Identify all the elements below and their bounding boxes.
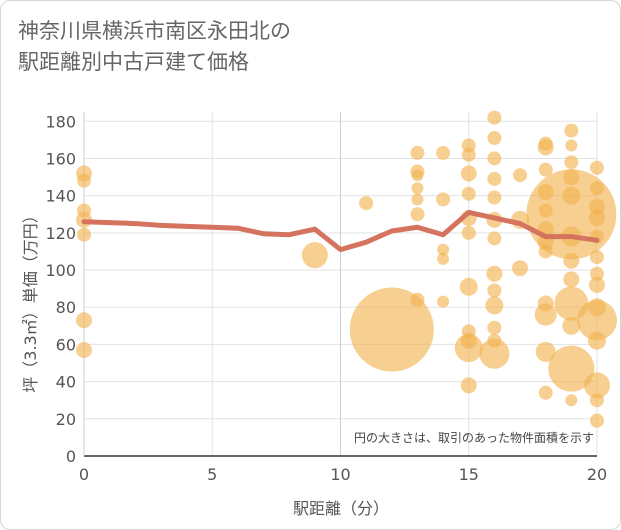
bubble-53 bbox=[538, 203, 553, 218]
bubble-24 bbox=[460, 165, 477, 182]
bubble-72 bbox=[548, 345, 595, 392]
bubble-60 bbox=[538, 385, 553, 400]
bubble-20 bbox=[437, 252, 450, 265]
chart-title-line2: 駅距離別中古戸建て価格 bbox=[18, 50, 249, 74]
bubble-25 bbox=[461, 186, 476, 201]
bubble-4 bbox=[77, 227, 91, 242]
bubble-16 bbox=[410, 292, 425, 307]
bubble-68 bbox=[563, 252, 580, 269]
bubble-77 bbox=[589, 209, 605, 226]
bubble-39 bbox=[487, 231, 502, 246]
bubble-87 bbox=[590, 413, 604, 428]
bubble-size-note: 円の大きさは、取引のあった物件面積を示す bbox=[354, 430, 594, 445]
y-tick-label-8: 160 bbox=[45, 149, 76, 168]
bubble-27 bbox=[461, 225, 476, 240]
bubble-44 bbox=[487, 333, 502, 348]
bubble-76 bbox=[589, 198, 605, 215]
bubble-79 bbox=[590, 250, 604, 265]
bubble-34 bbox=[487, 131, 502, 146]
chart-title: 神奈川県横浜市南区永田北の 駅距離別中古戸建て価格 bbox=[18, 16, 291, 78]
x-tick-label-4: 20 bbox=[587, 465, 607, 484]
bubble-35 bbox=[487, 151, 502, 166]
bubble-70 bbox=[554, 286, 589, 321]
bubble-42 bbox=[485, 296, 504, 315]
grid bbox=[83, 112, 598, 457]
bubble-69 bbox=[563, 271, 580, 288]
y-tick-label-6: 120 bbox=[45, 224, 76, 243]
x-axis-label: 駅距離（分） bbox=[293, 499, 389, 518]
bubble-43 bbox=[487, 320, 502, 335]
bubble-52 bbox=[537, 183, 554, 200]
x-tick-label-2: 10 bbox=[330, 465, 350, 484]
bubble-65 bbox=[562, 186, 581, 205]
bubble-29 bbox=[461, 324, 476, 339]
x-tick-label-3: 15 bbox=[459, 465, 479, 484]
x-tick-label-1: 5 bbox=[207, 465, 217, 484]
y-tick-label-9: 180 bbox=[45, 112, 76, 131]
bubble-46 bbox=[513, 168, 528, 183]
bubble-19 bbox=[437, 243, 450, 256]
bubble-18 bbox=[436, 192, 451, 207]
bubble-6 bbox=[76, 342, 92, 359]
bubble-63 bbox=[564, 155, 579, 170]
y-tick-label-0: 0 bbox=[66, 447, 76, 466]
bubble-13 bbox=[411, 182, 424, 195]
y-tick-label-5: 100 bbox=[45, 261, 76, 280]
bubble-59 bbox=[535, 341, 556, 362]
bubble-80 bbox=[590, 266, 604, 281]
bubble-7 bbox=[301, 242, 328, 269]
bubble-37 bbox=[487, 190, 502, 205]
bubble-49 bbox=[538, 136, 553, 151]
bubble-74 bbox=[590, 160, 604, 175]
bubble-8 bbox=[359, 196, 374, 211]
bubble-83 bbox=[577, 300, 617, 341]
bubble-36 bbox=[487, 171, 502, 186]
bubble-62 bbox=[565, 139, 578, 152]
bubble-28 bbox=[459, 277, 478, 296]
bubble-1 bbox=[77, 173, 91, 188]
bubble-71 bbox=[562, 316, 581, 335]
chart-title-line1: 神奈川県横浜市南区永田北の bbox=[18, 19, 291, 43]
bubble-40 bbox=[486, 265, 503, 282]
bubble-45 bbox=[479, 338, 510, 369]
bubble-17 bbox=[436, 145, 451, 160]
bubble-33 bbox=[487, 110, 502, 125]
y-tick-label-1: 20 bbox=[56, 410, 76, 429]
bubble-81 bbox=[589, 276, 605, 293]
bubble-14 bbox=[411, 193, 424, 206]
bubble-61 bbox=[564, 123, 579, 138]
bubble-75 bbox=[590, 181, 604, 196]
y-tick-label-3: 60 bbox=[56, 335, 76, 354]
bubble-84 bbox=[588, 331, 606, 350]
tick-labels: 0 20 40 60 80 100 120 140 160 180 0 5 10 15 20 bbox=[45, 112, 607, 484]
bubble-82 bbox=[588, 298, 606, 317]
bubble-23 bbox=[461, 147, 476, 162]
bubble-10 bbox=[410, 145, 425, 160]
bubble-15 bbox=[410, 207, 425, 222]
bubble-56 bbox=[538, 244, 553, 259]
bubble-85 bbox=[584, 372, 610, 399]
y-tick-label-4: 80 bbox=[56, 298, 76, 317]
bubble-64 bbox=[563, 169, 580, 186]
bubble-48 bbox=[512, 260, 529, 277]
bubble-86 bbox=[590, 393, 604, 408]
bubble-2 bbox=[77, 203, 91, 218]
y-axis-label: 坪（3.3㎡）単価（万円） bbox=[21, 207, 40, 392]
y-tick-label-2: 40 bbox=[56, 373, 76, 392]
bubbles bbox=[76, 110, 617, 428]
y-tick-label-7: 140 bbox=[45, 187, 76, 206]
trend-line bbox=[81, 209, 600, 253]
bubble-32 bbox=[460, 377, 477, 394]
bubble-5 bbox=[76, 312, 92, 329]
bubble-57 bbox=[537, 295, 554, 312]
bubble-21 bbox=[437, 295, 450, 308]
bubble-9 bbox=[349, 287, 434, 372]
bubble-41 bbox=[487, 283, 502, 298]
bubble-73 bbox=[565, 394, 578, 407]
bubble-51 bbox=[538, 162, 553, 177]
x-tick-label-0: 0 bbox=[79, 465, 89, 484]
bubble-12 bbox=[411, 169, 424, 182]
